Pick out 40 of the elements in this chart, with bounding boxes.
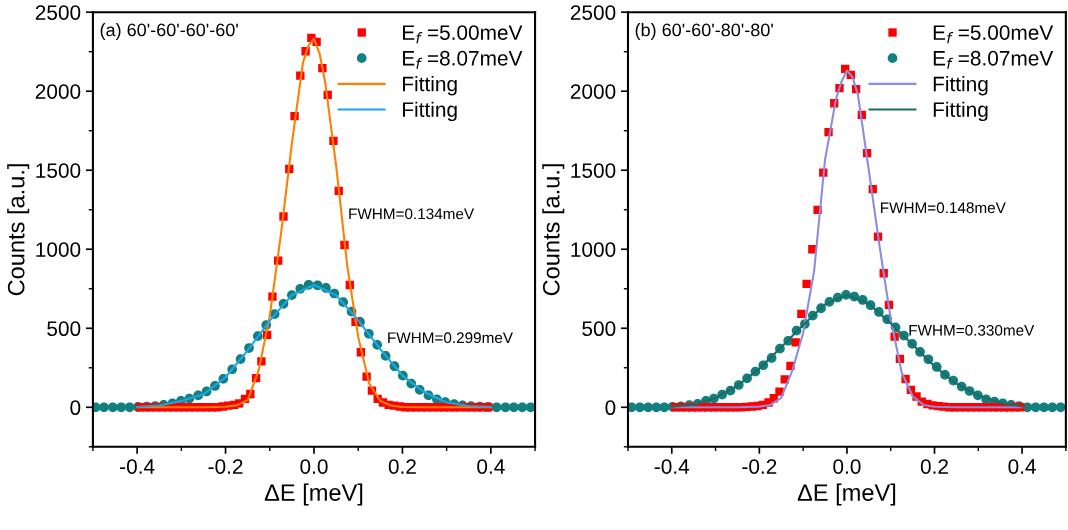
y-tick-label: 1500 bbox=[36, 163, 81, 178]
legend-label: E$_{f}$ =8.07meV bbox=[403, 50, 523, 69]
y-tick-label: 0 bbox=[605, 400, 616, 416]
x-tick-label: 0.4 bbox=[1008, 459, 1036, 474]
y-tick-label: 1000 bbox=[571, 242, 616, 257]
y-tick-label: 1000 bbox=[36, 242, 81, 257]
x-tick-label: -0.2 bbox=[742, 459, 777, 474]
x-tick-label: 0.0 bbox=[300, 459, 328, 474]
x-tick-label: -0.4 bbox=[120, 459, 155, 474]
y-tick-label: 500 bbox=[582, 321, 616, 337]
annotation: FWHM=0.134meV bbox=[349, 208, 475, 220]
y-tick-label: 2500 bbox=[35, 5, 81, 20]
legend-label: E$_{f}$ =5.00meV bbox=[933, 25, 1054, 44]
y-axis-title: Counts [a.u.] bbox=[7, 164, 30, 296]
legend-label: E$_{f}$ =5.00meV bbox=[403, 25, 523, 44]
x-axis-title: ΔE [meV] bbox=[797, 483, 896, 506]
x-tick-label: 0.2 bbox=[388, 459, 416, 474]
x-tick-label: -0.4 bbox=[654, 459, 690, 474]
y-tick-label: 1500 bbox=[571, 163, 616, 178]
legend-label: E$_{f}$ =8.07meV bbox=[933, 50, 1054, 69]
y-tick-label: 2000 bbox=[570, 84, 616, 99]
annotation: FWHM=0.148meV bbox=[881, 202, 1006, 214]
annotation: FWHM=0.299meV bbox=[388, 332, 513, 344]
y-tick-label: 2500 bbox=[570, 5, 616, 20]
x-tick-label: -0.2 bbox=[208, 459, 243, 474]
y-axis-title: Counts [a.u.] bbox=[542, 164, 565, 296]
text: (a) 60'-60'-60'-60' bbox=[100, 23, 238, 40]
x-axis-title: ΔE [meV] bbox=[264, 483, 363, 506]
y-tick-label: 500 bbox=[47, 321, 81, 337]
x-tick-label: 0.4 bbox=[477, 459, 505, 474]
y-tick-label: 0 bbox=[70, 400, 81, 416]
legend-label: Fitting bbox=[933, 101, 988, 122]
legend-label: Fitting bbox=[403, 101, 457, 122]
x-tick-label: 0.0 bbox=[833, 459, 861, 474]
x-tick-label: 0.2 bbox=[920, 459, 948, 474]
y-tick-label: 2000 bbox=[35, 84, 81, 99]
annotation: FWHM=0.330meV bbox=[909, 324, 1035, 336]
legend-label: Fitting bbox=[403, 76, 457, 96]
text: (b) 60'-60'-80'-80' bbox=[635, 23, 773, 40]
legend-label: Fitting bbox=[933, 76, 988, 96]
